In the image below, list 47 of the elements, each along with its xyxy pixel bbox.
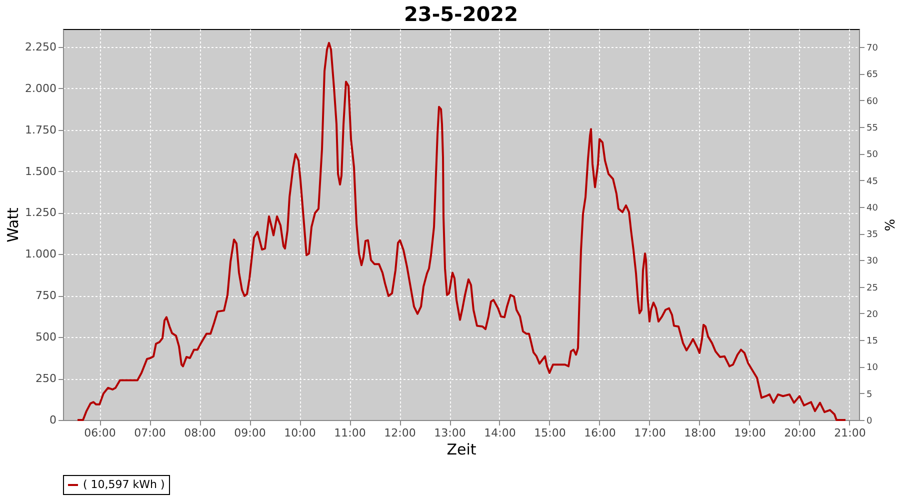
- y2-tick-label: 15: [866, 336, 878, 347]
- legend-label: ( 10,597 kWh ): [83, 478, 165, 491]
- y-tick-label: 1.000: [25, 248, 56, 261]
- x-tick-label: 13:00: [434, 426, 466, 440]
- y-tick-label: 1.500: [25, 164, 56, 178]
- x-tick-label: 21:00: [834, 426, 866, 440]
- y2-tick-label: 25: [866, 283, 878, 294]
- x-tick-label: 11:00: [334, 426, 366, 440]
- y-tick-label: 1.250: [25, 206, 56, 220]
- x-tick-label: 14:00: [484, 426, 516, 440]
- x-tick-label: 10:00: [284, 426, 316, 440]
- y2-tick-label: 65: [866, 70, 878, 80]
- chart-title: 23-5-2022: [404, 2, 518, 26]
- y-tick-label: 250: [36, 372, 56, 386]
- x-tick-label: 06:00: [84, 426, 116, 440]
- x-tick-label: 16:00: [584, 426, 616, 440]
- x-tick-label: 12:00: [384, 426, 416, 440]
- x-tick-label: 07:00: [134, 426, 166, 440]
- x-tick-label: 17:00: [634, 426, 666, 440]
- y-axis-title: Watt: [4, 207, 22, 242]
- y2-tick-label: 20: [866, 310, 878, 320]
- y2-tick-label: 55: [866, 124, 878, 134]
- y2-tick-label: 50: [866, 150, 878, 160]
- x-tick-label: 20:00: [784, 426, 816, 440]
- x-tick-label: 19:00: [734, 426, 766, 440]
- y-tick-label: 1.750: [25, 123, 56, 136]
- y2-tick-label: 70: [866, 44, 878, 54]
- line-series: [76, 42, 846, 421]
- y2-axis-title: %: [880, 218, 896, 232]
- x-tick-label: 15:00: [534, 426, 566, 440]
- y-tick-label: 2.000: [25, 82, 56, 95]
- y-tick-label: 0: [50, 414, 56, 426]
- y2-tick-label: 45: [866, 176, 878, 187]
- y-tick-label: 750: [36, 289, 56, 302]
- y2-tick-label: 60: [866, 96, 878, 107]
- y2-tick-label: 30: [866, 256, 878, 267]
- x-axis-title: Zeit: [446, 440, 476, 458]
- x-tick-label: 18:00: [684, 426, 716, 440]
- y-tick-label: 500: [36, 330, 56, 344]
- y2-tick-label: 35: [866, 230, 878, 240]
- y-tick-label: 2.250: [25, 40, 56, 54]
- y2-tick-label: 5: [866, 390, 872, 400]
- y2-tick-label: 10: [866, 363, 878, 374]
- x-tick-label: 09:00: [234, 426, 266, 440]
- y2-tick-label: 40: [866, 203, 878, 214]
- x-tick-label: 08:00: [184, 426, 216, 440]
- y2-tick-label: 0: [866, 416, 872, 426]
